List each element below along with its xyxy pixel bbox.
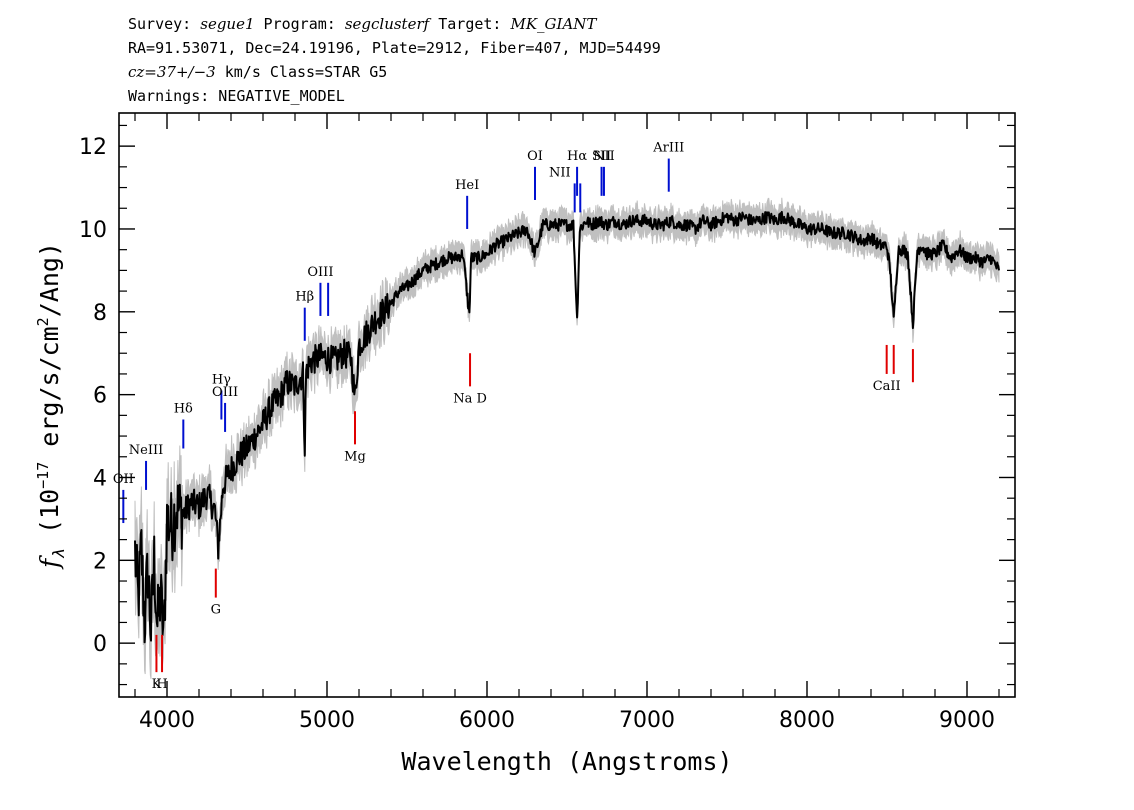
line-label: Na D [453, 391, 487, 406]
y-label-exponent2: 2 [34, 317, 52, 326]
flux-line [134, 210, 1000, 644]
survey-value: segue1 [200, 15, 255, 33]
line-label: Hδ [174, 401, 193, 416]
y-label-sub: λ [49, 549, 68, 559]
line-label: NII [549, 165, 571, 180]
flux-series [134, 210, 1000, 644]
line-label: Hα [567, 149, 587, 164]
line-label: H [156, 677, 167, 692]
line-label: OIII [212, 385, 238, 400]
x-tick-label: 5000 [299, 708, 355, 733]
class-value: km/s Class=STAR G5 [215, 63, 388, 81]
line-label: OIII [307, 265, 333, 280]
spectrum-header: Survey: segue1 Program: segclusterf Targ… [128, 12, 661, 108]
x-tick-label: 4000 [139, 708, 195, 733]
line-label: CaII [873, 379, 901, 394]
line-label: HeI [455, 178, 479, 193]
line-label: NII [593, 149, 615, 164]
axes: 4000 5000 6000 7000 8000 9000 0 2 4 6 8 10 12 [79, 113, 1015, 733]
target-label: Target: [429, 15, 511, 33]
line-label: OI [527, 149, 543, 164]
program-label: Program: [254, 15, 345, 33]
redshift-value: cz=37+/−3 [128, 63, 216, 81]
y-label-end: /Ang) [35, 242, 64, 317]
plot-frame [118, 112, 1016, 698]
y-tick-label: 12 [79, 135, 107, 160]
y-tick-label: 6 [93, 384, 107, 409]
x-tick-label: 7000 [619, 708, 675, 733]
y-label-scale: (10 [35, 489, 64, 549]
error-band-path [134, 197, 1000, 679]
x-tick-label: 9000 [939, 708, 995, 733]
line-label: Mg [344, 449, 366, 464]
target-value: MK_GIANT [510, 15, 597, 33]
line-label: SII [592, 149, 611, 164]
line-label: ArIII [652, 141, 684, 156]
error-band [134, 197, 1000, 679]
y-tick-label: 10 [79, 218, 107, 243]
line-label: G [211, 603, 221, 618]
y-tick-label: 0 [93, 632, 107, 657]
survey-label: Survey: [128, 15, 201, 33]
line-label: OII [113, 472, 134, 487]
line-label: NeIII [129, 443, 163, 458]
y-tick-label: 2 [93, 549, 107, 574]
line-label: Hγ [212, 373, 231, 388]
y-tick-label: 8 [93, 301, 107, 326]
line-label: Hβ [295, 290, 314, 305]
y-label-exponent: −17 [34, 462, 52, 489]
line-label: K [152, 677, 162, 692]
header-line-survey: Survey: segue1 Program: segclusterf Targ… [128, 12, 661, 36]
header-line-coords: RA=91.53071, Dec=24.19196, Plate=2912, F… [128, 39, 661, 57]
y-axis-label: fλ (10−17 erg/s/cm2/Ang) [34, 242, 68, 570]
program-value: segclusterf [344, 15, 430, 33]
y-label-f: f [35, 555, 64, 570]
x-axis-label: Wavelength (Angstroms) [401, 747, 732, 776]
header-line-class: cz=37+/−3 km/s Class=STAR G5 [128, 60, 661, 84]
x-tick-label: 8000 [779, 708, 835, 733]
y-tick-label: 4 [93, 466, 107, 491]
y-label-units: erg/s/cm [35, 326, 64, 461]
header-line-warnings: Warnings: NEGATIVE_MODEL [128, 87, 345, 105]
x-tick-label: 6000 [459, 708, 515, 733]
